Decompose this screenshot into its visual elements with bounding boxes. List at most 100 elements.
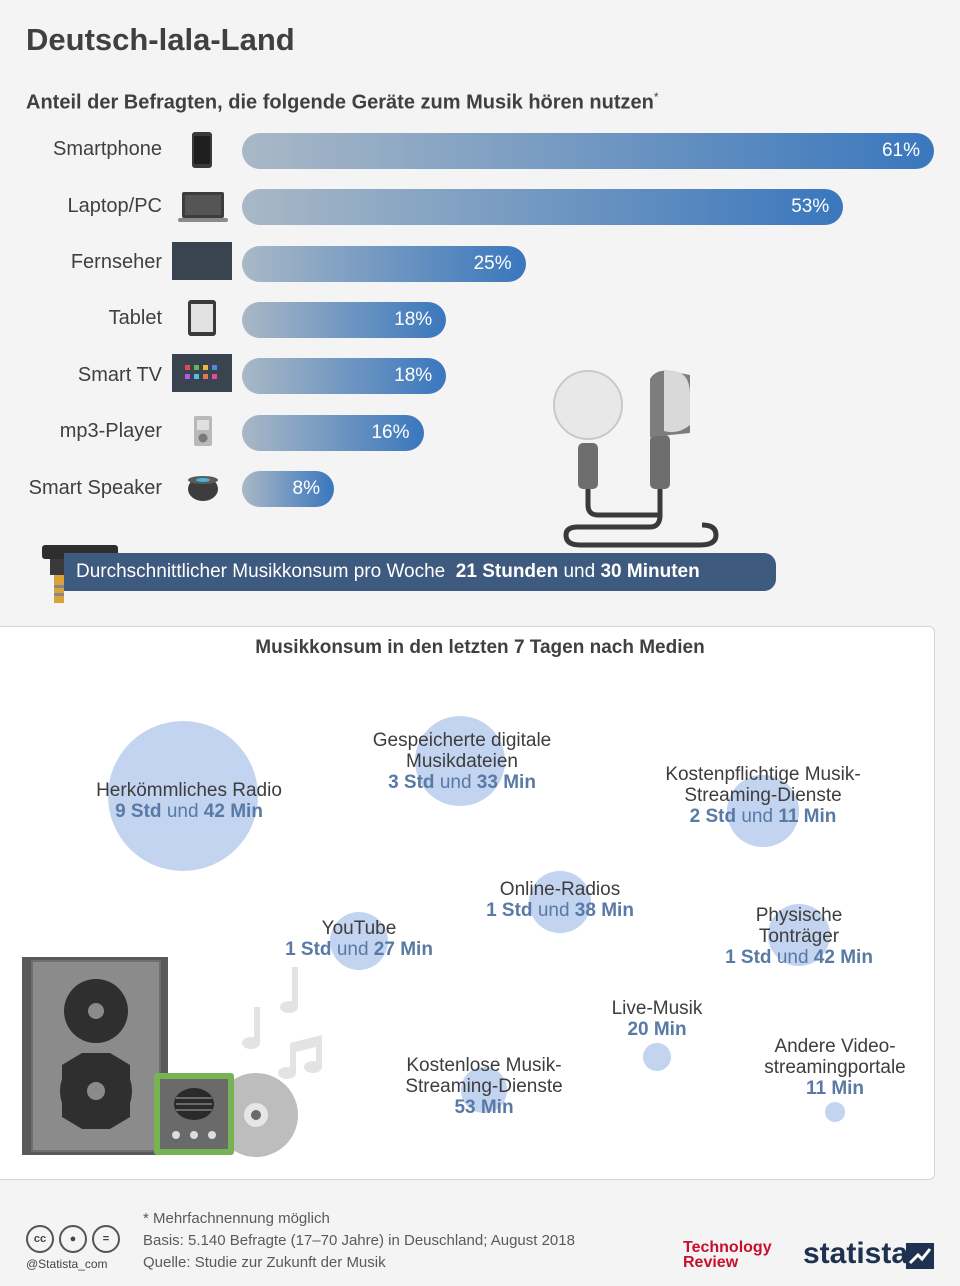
bubble-label-online-radio: Online-Radios 1 Std und 38 Min — [486, 879, 634, 921]
bubble-minutes: 20 Min — [627, 1019, 687, 1040]
category-label: Laptop/PC — [67, 195, 162, 217]
bar-value-label: 61% — [881, 140, 920, 161]
smartphone-icon — [192, 132, 212, 168]
bar-value-label: 18% — [394, 309, 433, 330]
music-notes-icon — [242, 967, 322, 1079]
bubble-1 — [108, 721, 258, 871]
category-label: Fernseher — [70, 251, 162, 273]
category-label: Smart TV — [77, 364, 162, 386]
bar-5 — [242, 358, 447, 394]
statista-logo: statista — [803, 1237, 908, 1271]
weekly-summary-banner: Durchschnittlicher Musikkonsum pro Woche… — [64, 553, 776, 591]
bar-value-label: 18% — [394, 365, 433, 386]
nd-icon: = — [92, 1225, 120, 1253]
bubble-name: Gespeicherte digitale — [372, 730, 552, 751]
summary-minutes: 30 Minuten — [600, 561, 700, 582]
tr-line2: Review — [683, 1254, 739, 1271]
tr-line1: Technology — [683, 1239, 772, 1256]
smart-tv-icon — [172, 354, 232, 392]
bubble-5 — [330, 912, 388, 970]
bubble-label-radio: Herkömmliches Radio 9 Std und 42 Min — [96, 780, 282, 822]
by-icon: ● — [59, 1225, 87, 1253]
bar-4 — [242, 302, 447, 338]
bubble-label-live: Live-Musik 20 Min — [612, 998, 703, 1040]
bubble-panel-title: Musikkonsum in den letzten 7 Tagen nach … — [255, 637, 705, 658]
stereo-illustration — [22, 957, 322, 1157]
source-note: Quelle: Studie zur Zukunft der Musik — [143, 1254, 386, 1271]
bubble-name: Live-Musik — [611, 998, 703, 1019]
bubble-2 — [414, 715, 506, 807]
bubble-name-2: Streaming-Dienste — [684, 785, 842, 806]
bubble-label-paid-streaming: Kostenpflichtige Musik- Streaming-Dienste… — [665, 764, 860, 827]
category-label: mp3-Player — [59, 420, 162, 442]
bubble-name: YouTube — [321, 918, 397, 939]
bubble-name: Kostenpflichtige Musik- — [665, 764, 861, 785]
bar-7 — [242, 471, 334, 507]
bubble-6 — [767, 903, 831, 967]
category-label: Tablet — [108, 307, 162, 329]
bubble-4 — [529, 871, 591, 933]
technology-review-logo: Technology Review — [683, 1239, 772, 1271]
basis-note: Basis: 5.140 Befragte (17–70 Jahre) in D… — [143, 1232, 575, 1249]
bar-1 — [242, 133, 934, 169]
bubble-label-dateien: Gespeicherte digitale Musikdateien 3 Std u… — [373, 730, 552, 793]
bubble-hours: 9 Std — [115, 801, 162, 822]
bubble-name-2: Streaming-Dienste — [405, 1076, 563, 1097]
bar-value-label: 8% — [292, 478, 320, 499]
category-label: Smart Speaker — [28, 477, 162, 499]
bubble-name: Online-Radios — [499, 879, 621, 900]
subtitle-text: Anteil der Befragten, die folgende Gerät… — [26, 91, 654, 114]
bubble-und: und — [741, 806, 774, 827]
page-title: Deutsch-lala-Land — [26, 22, 295, 57]
earphones-icon — [553, 370, 719, 548]
category-label: Smartphone — [53, 138, 162, 160]
bubble-3 — [727, 775, 799, 847]
bubble-label-andere: Andere Video-streamingportale 11 Min — [764, 1036, 906, 1099]
bubble-name: Herkömmliches Radio — [96, 780, 282, 801]
audio-jack-icon — [42, 545, 118, 603]
bubble-und: und — [439, 772, 472, 793]
summary-hours: 21 Stunden — [455, 561, 559, 582]
laptop-icon — [178, 192, 228, 222]
bubble-minutes: 33 Min — [476, 772, 536, 793]
bar-6 — [242, 415, 424, 451]
bubble-und: und — [336, 939, 369, 960]
footer-notes: * Mehrfachnennung möglich Basis: 5.140 B… — [143, 1208, 575, 1274]
tv-icon — [172, 242, 232, 280]
bubble-minutes: 11 Min — [805, 1078, 865, 1099]
tablet-icon — [188, 300, 216, 336]
bubble-label-free-streaming: Kostenlose Musik- Streaming-Dienste 53 Min — [405, 1055, 562, 1118]
bubble-hours: 1 Std — [725, 947, 772, 968]
bubble-name: Andere Video- — [774, 1036, 896, 1057]
bubble-name-2: streamingportale — [764, 1057, 906, 1078]
bar-value-label: 53% — [791, 196, 830, 217]
summary-text: Durchschnittlicher Musikkonsum pro Woche — [76, 561, 446, 582]
bubble-label-physisch: Physische Tonträger 1 Std und 42 Min — [725, 905, 873, 968]
bubble-name: Physische — [755, 905, 843, 926]
bubble-hours: 2 Std — [689, 806, 737, 827]
bubble-name: Kostenlose Musik- — [406, 1055, 562, 1076]
bubble-8 — [461, 1067, 507, 1113]
statista-handle: @Statista_com — [26, 1257, 108, 1271]
bubble-minutes: 42 Min — [203, 801, 263, 822]
footnote: * Mehrfachnennung möglich — [143, 1210, 330, 1227]
summary-und: und — [563, 561, 596, 582]
bubble-9 — [824, 1101, 846, 1123]
bar-2 — [242, 189, 844, 225]
cc-icon: cc — [26, 1225, 54, 1253]
bubble-minutes: 27 Min — [373, 939, 433, 960]
bubble-7 — [643, 1043, 671, 1071]
chart-subtitle: Anteil der Befragten, die folgende Gerät… — [26, 90, 659, 115]
bubble-minutes: 42 Min — [813, 947, 873, 968]
bubble-und: und — [166, 801, 199, 822]
smart-speaker-icon — [188, 476, 218, 501]
bubble-name-2: Musikdateien — [406, 751, 518, 772]
device-icons — [172, 132, 232, 501]
bubble-name-2: Tonträger — [758, 926, 840, 947]
bubble-und: und — [776, 947, 809, 968]
bar-value-label: 25% — [473, 253, 512, 274]
statista-logo-mark-icon — [906, 1243, 934, 1269]
bubble-minutes: 53 Min — [454, 1097, 514, 1118]
bubble-minutes: 38 Min — [574, 900, 634, 921]
bubble-hours: 3 Std — [388, 772, 435, 793]
